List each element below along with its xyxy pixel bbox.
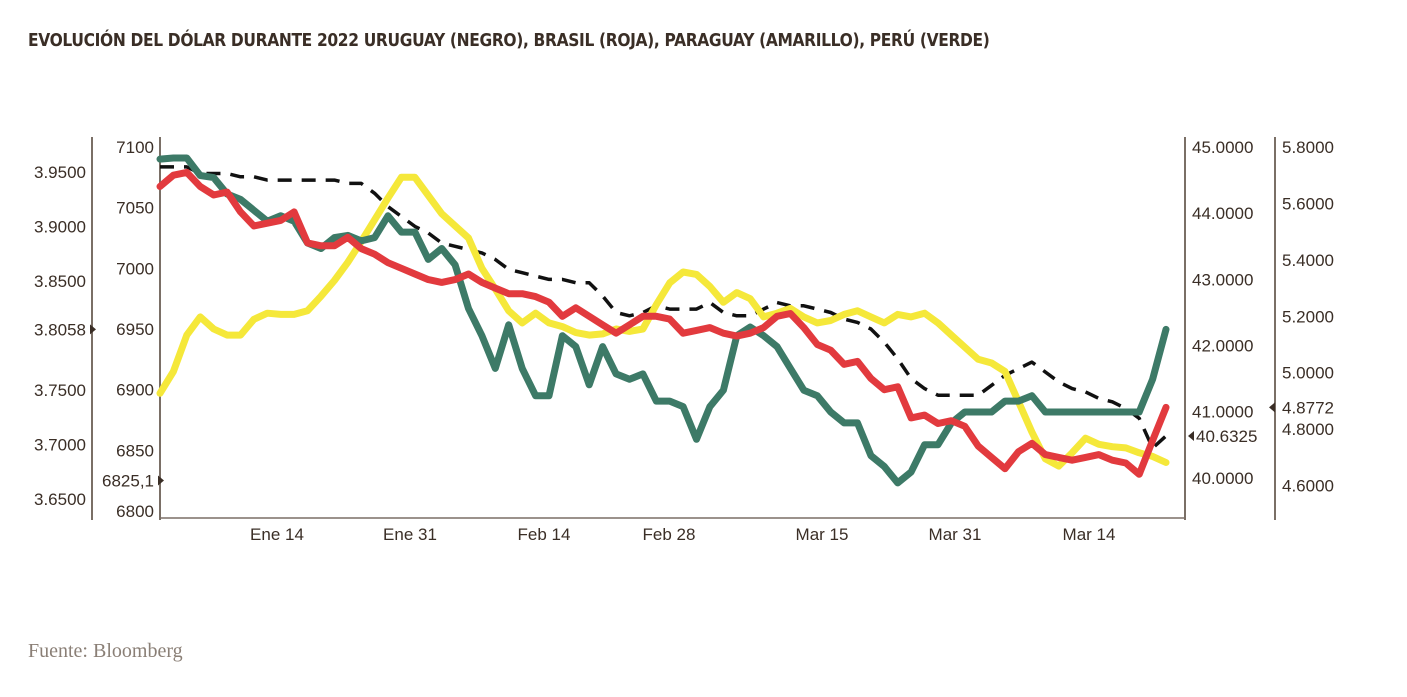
paraguay-tick-label: 7100 xyxy=(116,138,154,157)
brasil-tick-label: 5.8000 xyxy=(1282,138,1334,157)
paraguay-tick-label: 7050 xyxy=(116,199,154,218)
brasil-tick-label: 5.2000 xyxy=(1282,307,1334,326)
chart-title: EVOLUCIÓN DEL DÓLAR DURANTE 2022 URUGUAY… xyxy=(28,30,990,51)
paraguay-series-line xyxy=(156,173,1170,470)
paraguay-tick-label: 6850 xyxy=(116,441,154,460)
peru-tick-label: 3.6500 xyxy=(34,490,86,509)
x-tick-label: Ene 31 xyxy=(383,525,437,544)
peru-tick-label: 3.8500 xyxy=(34,272,86,291)
peru-tick-label: 3.9000 xyxy=(34,218,86,237)
uruguay-tick-label: 45.0000 xyxy=(1192,138,1253,157)
peru-tick-label: 3.7500 xyxy=(34,381,86,400)
peru-last-value-marker xyxy=(90,324,96,335)
paraguay-tick-label: 6800 xyxy=(116,502,154,521)
brasil-tick-label: 5.6000 xyxy=(1282,194,1334,213)
brasil-tick-label: 4.6000 xyxy=(1282,477,1334,496)
brasil-last-value-label: 4.8772 xyxy=(1282,398,1334,417)
uruguay-tick-label: 44.0000 xyxy=(1192,204,1253,223)
paraguay-tick-label: 6950 xyxy=(116,320,154,339)
brasil-tick-label: 5.0000 xyxy=(1282,364,1334,383)
peru-tick-label: 3.7000 xyxy=(34,436,86,455)
brasil-series-line xyxy=(156,168,1170,478)
x-tick-label: Mar 31 xyxy=(929,525,982,544)
uruguay-series-line xyxy=(160,165,1168,450)
x-tick-label: Mar 15 xyxy=(796,525,849,544)
series-lines xyxy=(156,154,1170,487)
paraguay-last-value-marker xyxy=(158,475,164,486)
chart-source: Fuente: Bloomberg xyxy=(28,640,183,662)
uruguay-last-value-marker xyxy=(1188,431,1194,442)
x-tick-label: Feb 28 xyxy=(643,525,696,544)
paraguay-tick-label: 6900 xyxy=(116,381,154,400)
paraguay-last-value-label: 6825,1 xyxy=(102,472,154,491)
brasil-tick-label: 4.8000 xyxy=(1282,420,1334,439)
x-tick-label: Mar 14 xyxy=(1063,525,1116,544)
uruguay-tick-label: 43.0000 xyxy=(1192,270,1253,289)
peru-tick-label: 3.9500 xyxy=(34,163,86,182)
brasil-tick-label: 5.4000 xyxy=(1282,251,1334,270)
uruguay-tick-label: 40.0000 xyxy=(1192,469,1253,488)
axes xyxy=(91,137,1276,520)
uruguay-last-value-label: 40.6325 xyxy=(1196,427,1257,446)
peru-last-value-label: 3.8058 xyxy=(34,320,86,339)
uruguay-tick-label: 42.0000 xyxy=(1192,337,1253,356)
x-tick-label: Feb 14 xyxy=(518,525,571,544)
tick-labels: 3.9500 3.9000 3.8500 3.7500 3.7000 3.6500 7100… xyxy=(34,138,1334,544)
brasil-last-value-marker xyxy=(1269,402,1275,413)
x-tick-label: Ene 14 xyxy=(250,525,304,544)
uruguay-tick-label: 41.0000 xyxy=(1192,403,1253,422)
paraguay-tick-label: 7000 xyxy=(116,259,154,278)
